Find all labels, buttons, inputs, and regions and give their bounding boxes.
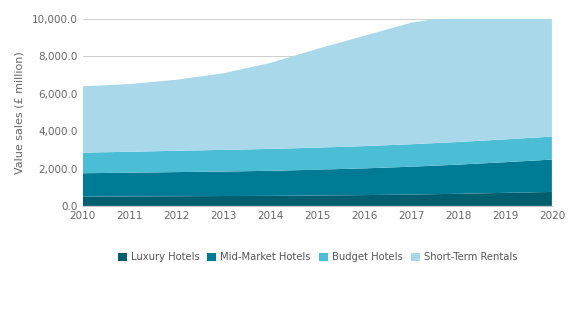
Y-axis label: Value sales (£ million): Value sales (£ million)	[15, 51, 25, 174]
Legend: Luxury Hotels, Mid-Market Hotels, Budget Hotels, Short-Term Rentals: Luxury Hotels, Mid-Market Hotels, Budget…	[114, 248, 521, 266]
